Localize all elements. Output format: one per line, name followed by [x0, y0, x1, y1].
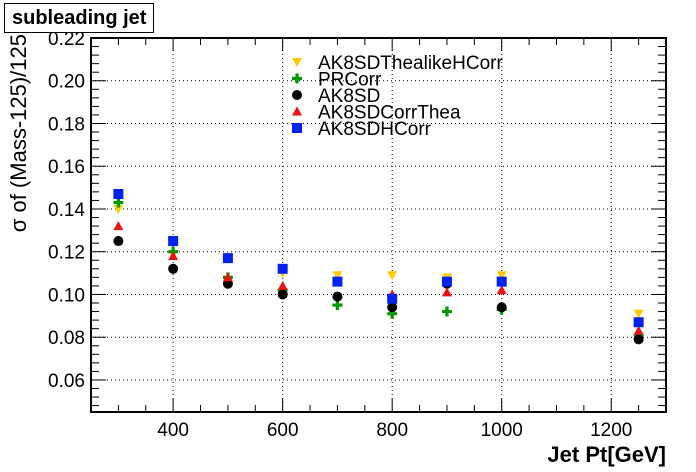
- legend: AK8SDThealikeHCorrPRCorrAK8SDAK8SDCorrTh…: [292, 53, 503, 140]
- legend-marker: [292, 90, 302, 100]
- data-point: [387, 271, 398, 281]
- series-AK8SDHCorr: [113, 189, 644, 328]
- x-tick-labels: 400 600 800 1000 1200: [157, 420, 632, 441]
- legend-label: AK8SD: [318, 86, 380, 107]
- data-point: [387, 302, 398, 313]
- y-tick-label: 0.18: [48, 114, 85, 135]
- data-point: [113, 189, 124, 200]
- data-point: [496, 302, 507, 313]
- x-tick-label: 400: [157, 420, 189, 441]
- plot-frame: [90, 37, 667, 413]
- x-tick-label: 800: [376, 420, 408, 441]
- series-PRCorr: [113, 197, 644, 341]
- series-AK8SD: [113, 236, 644, 345]
- x-tick-label: 1000: [481, 420, 523, 441]
- x-tick-label: 1200: [590, 420, 632, 441]
- data-point: [441, 276, 452, 287]
- data-point: [113, 197, 124, 208]
- data-point: [277, 263, 288, 274]
- y-tick-labels: 0.06 0.08 0.10 0.12 0.14 0.16 0.18 0.20 0.22: [48, 29, 85, 392]
- y-tick-label: 0.14: [48, 200, 85, 221]
- y-tick-label: 0.12: [48, 243, 85, 264]
- data-point: [633, 334, 644, 345]
- data-point: [277, 280, 288, 290]
- data-point: [633, 309, 644, 319]
- y-tick-label: 0.10: [48, 285, 85, 306]
- axes: [90, 37, 667, 413]
- data-point: [496, 276, 507, 287]
- data-point: [633, 317, 644, 328]
- legend-label: AK8SDHCorr: [318, 119, 432, 140]
- data-point: [113, 236, 124, 247]
- x-axis-label: Jet Pt[GeV]: [547, 442, 666, 467]
- data-point: [441, 306, 452, 317]
- legend-marker: [292, 106, 302, 116]
- data-point: [332, 291, 343, 302]
- y-tick-label: 0.16: [48, 157, 85, 178]
- data-point: [222, 272, 233, 282]
- data-points: [113, 189, 644, 345]
- data-point: [168, 236, 179, 247]
- y-tick-label: 0.06: [48, 371, 85, 392]
- x-tick-label: 600: [267, 420, 299, 441]
- data-point: [113, 204, 124, 214]
- legend-label: AK8SDCorrThea: [318, 103, 461, 124]
- series-AK8SDCorrThea: [113, 221, 644, 335]
- data-point: [113, 221, 124, 231]
- legend-label: PRCorr: [318, 70, 382, 91]
- data-point: [168, 250, 179, 260]
- y-tick-label: 0.08: [48, 328, 85, 349]
- data-point: [222, 253, 233, 264]
- data-point: [332, 300, 343, 311]
- chart-title: subleading jet: [4, 3, 155, 33]
- legend-marker: [292, 123, 302, 133]
- data-point: [277, 289, 288, 300]
- y-tick-label: 0.22: [48, 29, 85, 50]
- y-tick-label: 0.20: [48, 72, 85, 93]
- data-point: [496, 285, 507, 295]
- data-point: [332, 271, 343, 281]
- data-point: [387, 293, 398, 304]
- data-point: [332, 276, 343, 287]
- data-point: [441, 287, 452, 297]
- data-point: [496, 271, 507, 281]
- series-AK8SDThealikeHCorr: [113, 204, 644, 319]
- data-point: [633, 325, 644, 335]
- legend-marker: [292, 73, 302, 84]
- legend-label: AK8SDThealikeHCorr: [318, 53, 503, 74]
- data-point: [168, 263, 179, 274]
- y-axis-label: σ of (Mass-125)/125: [6, 34, 31, 232]
- legend-marker: [292, 58, 302, 67]
